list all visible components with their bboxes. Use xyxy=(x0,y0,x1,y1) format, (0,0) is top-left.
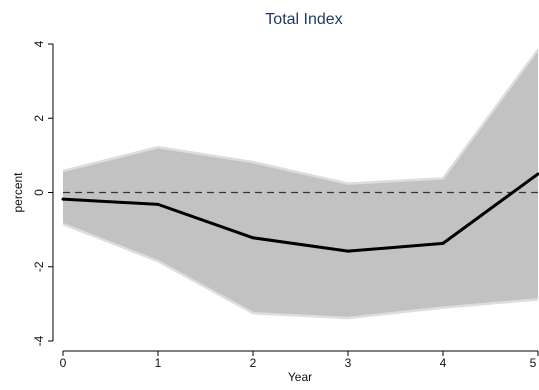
series-point xyxy=(442,242,445,245)
series-point xyxy=(157,203,160,206)
y-axis-label: percent xyxy=(11,172,25,213)
y-tick-label: 0 xyxy=(32,189,46,196)
series-point xyxy=(62,198,65,201)
series-point xyxy=(252,236,255,239)
y-tick-label: 2 xyxy=(32,115,46,122)
series-point xyxy=(347,250,350,253)
chart-title: Total Index xyxy=(265,11,342,28)
y-tick-label: -4 xyxy=(32,335,46,346)
confidence-band xyxy=(63,50,538,318)
x-tick-label: 0 xyxy=(60,356,67,370)
x-tick-label: 4 xyxy=(440,356,447,370)
x-tick-label: 3 xyxy=(345,356,352,370)
x-axis-label: Year xyxy=(288,370,312,384)
x-tick-label: 1 xyxy=(155,356,162,370)
x-tick-label: 5 xyxy=(530,356,537,370)
confidence-band-layer xyxy=(63,50,538,318)
y-tick-label: -2 xyxy=(32,261,46,272)
x-tick-label: 2 xyxy=(250,356,257,370)
y-tick-label: 4 xyxy=(32,40,46,47)
